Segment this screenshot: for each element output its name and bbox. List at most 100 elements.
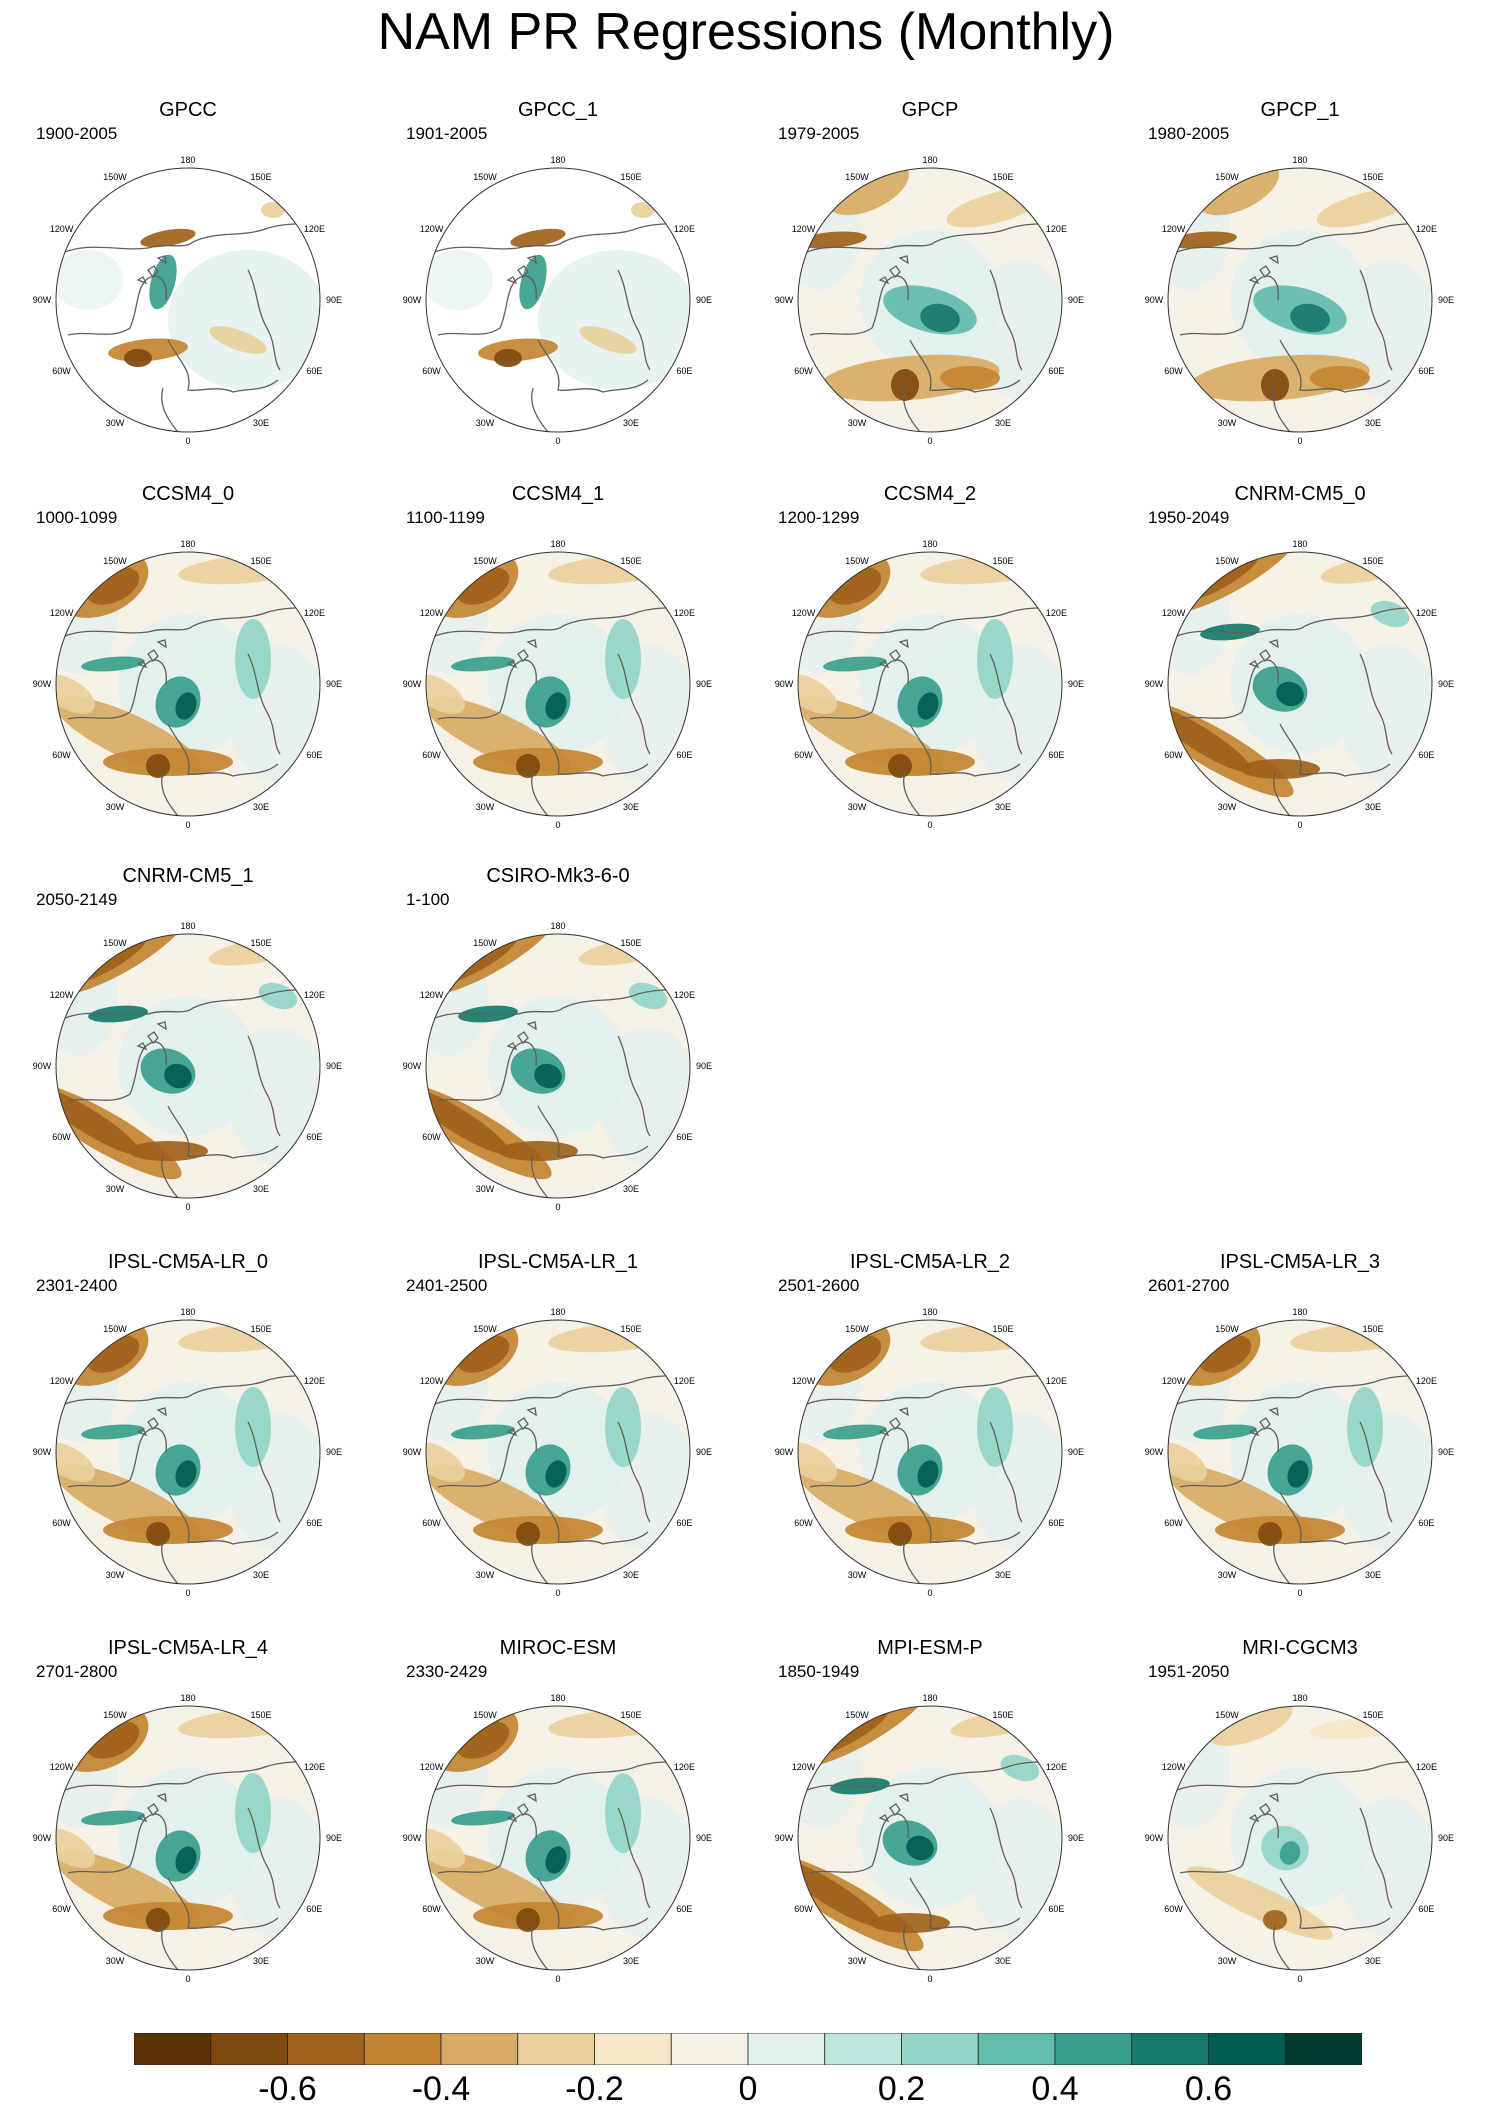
grid-label: 30E (623, 418, 639, 428)
grid-label: 60W (794, 1904, 813, 1914)
polar-map: 180 0 150W 120W 90W 60W 30W 150E 120E 90E 60E 30E (33, 1307, 342, 1598)
grid-label: 30W (848, 1956, 867, 1966)
map-panel: GPCC 1900-2005 180 0 150W 120W 90W 60W 30W 150E 12… (18, 98, 358, 446)
polar-map: 180 0 150W 120W 90W 60W 30W 150E 120E 90E 60E 30E (1145, 1307, 1454, 1598)
grid-label: 90W (403, 1061, 422, 1071)
grid-label: 120W (420, 990, 444, 1000)
grid-label: 180 (180, 921, 195, 931)
grid-label: 180 (1292, 1693, 1307, 1703)
grid-label: 0 (185, 820, 190, 830)
grid-label: 60E (1048, 1518, 1064, 1528)
grid-label: 120E (1416, 1762, 1437, 1772)
grid-label: 180 (550, 1693, 565, 1703)
grid-label: 60E (306, 1132, 322, 1142)
grid-label: 180 (1292, 539, 1307, 549)
colorbar-bin (517, 2033, 595, 2065)
panel-title: IPSL-CM5A-LR_0 (107, 1251, 269, 1273)
map-panel: IPSL-CM5A-LR_0 2301-2400 180 0 150W 120W 90W 60… (18, 1250, 358, 1598)
grid-label: 30W (106, 1570, 125, 1580)
grid-label: 60E (1418, 366, 1434, 376)
grid-label: 90E (326, 295, 342, 305)
grid-label: 180 (550, 155, 565, 165)
grid-label: 90W (1145, 295, 1164, 305)
grid-label: 120E (674, 224, 695, 234)
panel-years: 2330-2429 (406, 1662, 488, 1681)
grid-label: 90E (1438, 1447, 1454, 1457)
grid-label: 180 (180, 1693, 195, 1703)
panel-years: 1850-1949 (778, 1662, 860, 1681)
grid-label: 60E (1048, 1904, 1064, 1914)
grid-label: 120E (1416, 608, 1437, 618)
colorbar-bin (594, 2033, 672, 2065)
grid-label: 60E (676, 1904, 692, 1914)
grid-label: 60E (676, 1132, 692, 1142)
grid-label: 180 (550, 539, 565, 549)
grid-label: 60W (794, 750, 813, 760)
grid-label: 150W (1215, 1324, 1239, 1334)
grid-label: 90E (326, 1833, 342, 1843)
colorbar-bin (747, 2033, 826, 2065)
panel-years: 1950-2049 (1148, 508, 1230, 527)
grid-label: 150E (1362, 172, 1383, 182)
grid-label: 30W (476, 418, 495, 428)
map-panel: GPCC_1 1901-2005 180 0 150W 120W 90W 60W 30W 150E… (388, 98, 728, 446)
grid-label: 90E (696, 295, 712, 305)
polar-map: 180 0 150W 120W 90W 60W 30W 150E 120E 90E 60E 30E (1145, 1693, 1454, 1984)
grid-label: 90E (326, 1061, 342, 1071)
grid-label: 90E (1438, 679, 1454, 689)
grid-label: 150W (1215, 1710, 1239, 1720)
polar-map: 180 0 150W 120W 90W 60W 30W 150E 120E 90E 60E 30E (33, 1693, 342, 1984)
grid-label: 60E (306, 1518, 322, 1528)
panel-title: MIROC-ESM (499, 1637, 617, 1659)
colorbar-bin (287, 2033, 365, 2065)
grid-label: 60E (1418, 1518, 1434, 1528)
colorbar-bin (977, 2033, 1056, 2065)
polar-map: 180 0 150W 120W 90W 60W 30W 150E 120E 90E 60E 30E (33, 155, 342, 446)
panel-title: IPSL-CM5A-LR_1 (477, 1251, 639, 1273)
grid-label: 150E (620, 938, 641, 948)
grid-label: 60E (306, 750, 322, 760)
panel-years: 1000-1099 (36, 508, 118, 527)
grid-label: 120W (792, 608, 816, 618)
panel-years: 2701-2800 (36, 1662, 118, 1681)
grid-label: 60W (1164, 1904, 1183, 1914)
panel-years: 2401-2500 (406, 1276, 488, 1295)
grid-label: 30E (995, 802, 1011, 812)
panel-title: CCSM4_1 (511, 483, 605, 505)
grid-label: 60W (52, 1518, 71, 1528)
grid-label: 180 (1292, 1307, 1307, 1317)
grid-label: 120W (1162, 608, 1186, 618)
polar-map: 180 0 150W 120W 90W 60W 30W 150E 120E 90E 60E 30E (403, 1693, 712, 1984)
grid-label: 150E (992, 1324, 1013, 1334)
map-panel: MIROC-ESM 2330-2429 180 0 150W 120W 90W 60W 30W 1… (388, 1636, 728, 1984)
grid-label: 60W (422, 1904, 441, 1914)
grid-label: 150W (845, 1710, 869, 1720)
map-panel: CSIRO-Mk3-6-0 1-100 180 0 150W 120W 90W 60W 30W 1… (388, 864, 728, 1212)
panel-title: CNRM-CM5_0 (1234, 483, 1366, 505)
grid-label: 120W (50, 1376, 74, 1386)
panel-years: 1979-2005 (778, 124, 860, 143)
colorbar-label: -0.6 (258, 2070, 317, 2108)
grid-label: 60W (1164, 750, 1183, 760)
grid-label: 90W (403, 1447, 422, 1457)
panel-years: 1-100 (406, 890, 450, 909)
colorbar-bin (440, 2033, 519, 2065)
grid-label: 0 (555, 1588, 560, 1598)
colorbar-bin (363, 2033, 442, 2065)
grid-label: 150W (103, 1324, 127, 1334)
colorbar-bin (1054, 2033, 1133, 2065)
grid-label: 90W (403, 679, 422, 689)
grid-label: 150E (250, 1324, 271, 1334)
grid-label: 120E (304, 1762, 325, 1772)
panel-years: 1951-2050 (1148, 1662, 1230, 1681)
grid-label: 30E (623, 1184, 639, 1194)
grid-label: 90E (696, 1833, 712, 1843)
grid-label: 90E (1068, 1447, 1084, 1457)
grid-label: 30W (1218, 1570, 1237, 1580)
grid-label: 90W (33, 1447, 52, 1457)
grid-label: 0 (185, 1202, 190, 1212)
grid-label: 30W (476, 1184, 495, 1194)
grid-label: 120E (1046, 1376, 1067, 1386)
grid-label: 30W (848, 1570, 867, 1580)
colorbar-label: 0.2 (877, 2070, 926, 2108)
